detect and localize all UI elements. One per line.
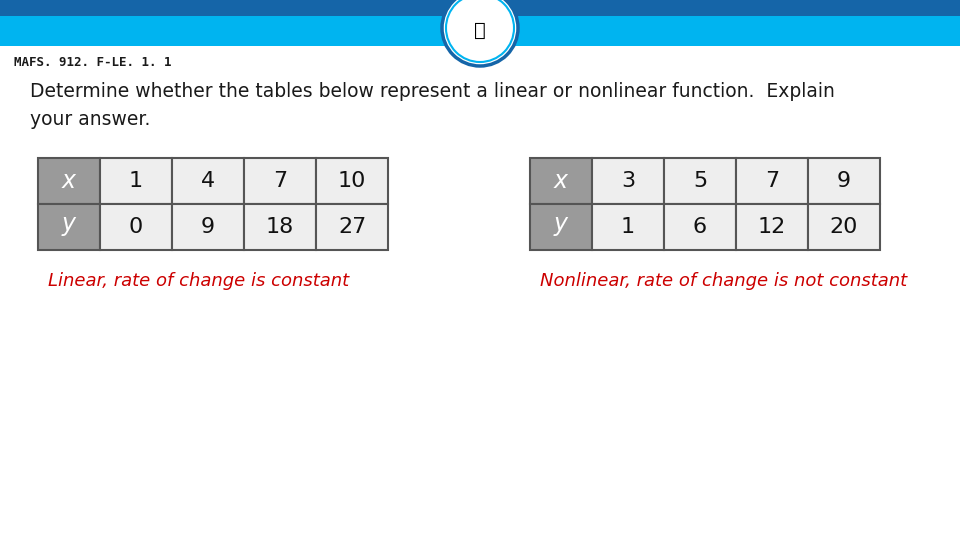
Text: 6: 6 bbox=[693, 217, 708, 237]
Bar bbox=[808, 204, 880, 250]
Bar bbox=[244, 158, 316, 204]
Text: 20: 20 bbox=[829, 217, 858, 237]
Text: 10: 10 bbox=[338, 171, 366, 191]
Text: 27: 27 bbox=[338, 217, 366, 237]
Text: Linear, rate of change is constant: Linear, rate of change is constant bbox=[48, 272, 349, 290]
Text: 7: 7 bbox=[273, 171, 287, 191]
Circle shape bbox=[442, 0, 518, 66]
Text: 1: 1 bbox=[621, 217, 636, 237]
Text: MAFS. 912. F-LE. 1. 1: MAFS. 912. F-LE. 1. 1 bbox=[14, 56, 172, 69]
Bar bbox=[100, 158, 172, 204]
Text: 5: 5 bbox=[693, 171, 708, 191]
Text: 3: 3 bbox=[621, 171, 636, 191]
Text: $x$: $x$ bbox=[553, 170, 569, 192]
Bar bbox=[0, 16, 960, 46]
Bar bbox=[172, 158, 244, 204]
Bar bbox=[316, 158, 388, 204]
Text: 📖: 📖 bbox=[474, 21, 486, 39]
Bar bbox=[0, 0, 960, 16]
Bar bbox=[736, 204, 808, 250]
Bar bbox=[736, 158, 808, 204]
Text: Nonlinear, rate of change is not constant: Nonlinear, rate of change is not constan… bbox=[540, 272, 907, 290]
Text: Determine whether the tables below represent a linear or nonlinear function.  Ex: Determine whether the tables below repre… bbox=[30, 82, 835, 101]
Text: 0: 0 bbox=[129, 217, 143, 237]
Text: 12: 12 bbox=[757, 217, 786, 237]
Text: $y$: $y$ bbox=[553, 215, 569, 239]
Bar bbox=[244, 204, 316, 250]
Bar bbox=[530, 204, 592, 250]
Text: 7: 7 bbox=[765, 171, 780, 191]
Bar bbox=[592, 158, 664, 204]
Bar bbox=[664, 204, 736, 250]
Text: 9: 9 bbox=[201, 217, 215, 237]
Bar bbox=[664, 158, 736, 204]
Text: $x$: $x$ bbox=[60, 170, 78, 192]
Bar bbox=[172, 204, 244, 250]
Bar bbox=[316, 204, 388, 250]
Bar bbox=[100, 204, 172, 250]
Text: $y$: $y$ bbox=[60, 215, 78, 239]
Bar bbox=[38, 158, 100, 204]
Text: 4: 4 bbox=[201, 171, 215, 191]
Bar bbox=[530, 158, 592, 204]
Text: 18: 18 bbox=[266, 217, 294, 237]
Text: your answer.: your answer. bbox=[30, 110, 151, 129]
Text: 9: 9 bbox=[837, 171, 852, 191]
Bar bbox=[808, 158, 880, 204]
Text: 1: 1 bbox=[129, 171, 143, 191]
Bar bbox=[38, 204, 100, 250]
Bar bbox=[592, 204, 664, 250]
